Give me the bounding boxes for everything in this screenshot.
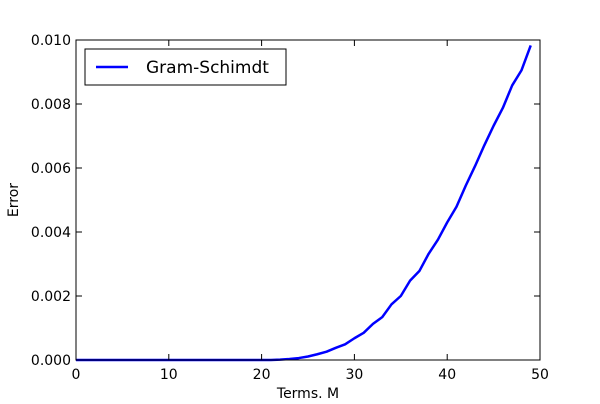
legend: Gram-Schimdt (84, 48, 287, 86)
y-tick-label: 0.010 (31, 33, 71, 49)
y-tick-label: 0.008 (31, 97, 71, 113)
y-tick-label: 0.002 (31, 289, 71, 305)
plot-background (76, 40, 540, 360)
x-axis-label: Terms. M (276, 386, 339, 400)
plot-frame (75, 39, 541, 361)
x-tick-label: 40 (438, 367, 456, 383)
x-tick-label: 30 (345, 367, 363, 383)
x-tick-label: 20 (253, 367, 271, 383)
ticks-layer: 0 10 20 30 40 50 0.000 0.002 0.004 0.006 0.008 0.01… (31, 33, 549, 383)
legend-label-gram-schimdt: Gram-Schimdt (146, 58, 269, 78)
y-tick-label: 0.000 (31, 353, 71, 369)
x-tick-label: 50 (531, 367, 549, 383)
y-axis-label: Error (6, 183, 22, 217)
x-tick-label: 10 (160, 367, 178, 383)
y-tick-label: 0.006 (31, 161, 71, 177)
x-tick-label: 0 (72, 367, 81, 383)
y-tick-label: 0.004 (31, 225, 71, 241)
